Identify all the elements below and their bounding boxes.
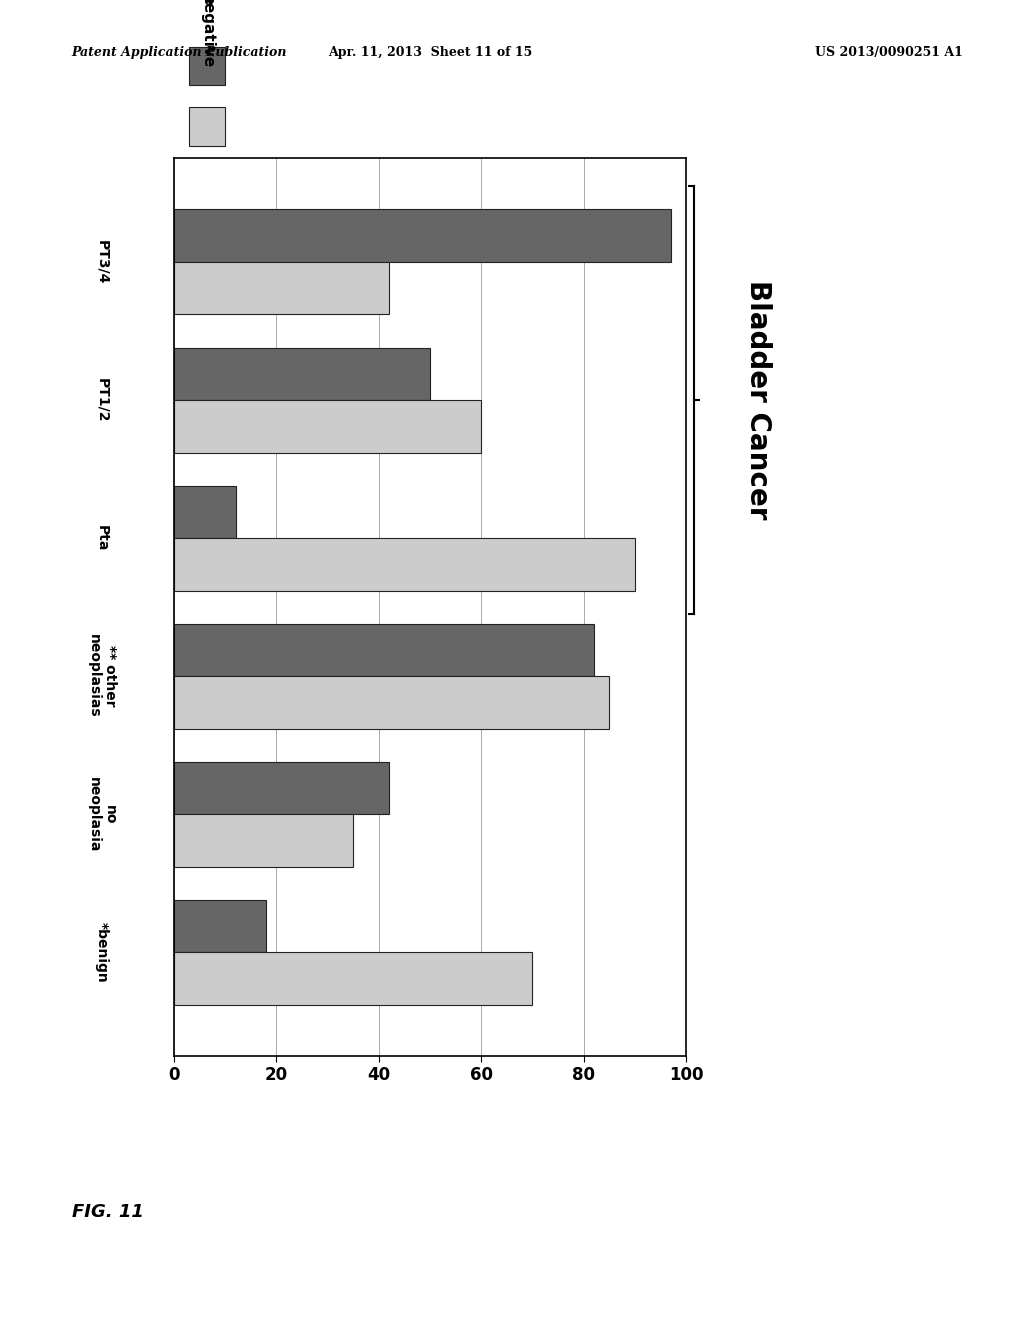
Bar	[174, 676, 609, 729]
Text: Apr. 11, 2013  Sheet 11 of 15: Apr. 11, 2013 Sheet 11 of 15	[328, 46, 532, 59]
Bar	[189, 107, 225, 147]
Text: US 2013/0090251 A1: US 2013/0090251 A1	[815, 46, 963, 59]
Bar	[174, 400, 481, 453]
Bar	[174, 539, 635, 590]
Bar	[189, 46, 225, 86]
Text: negative: negative	[200, 0, 215, 69]
Bar	[174, 953, 532, 1005]
Text: positive: positive	[200, 0, 215, 7]
Bar	[174, 210, 671, 261]
Text: Patent Application Publication: Patent Application Publication	[72, 46, 287, 59]
Text: FIG. 11: FIG. 11	[72, 1203, 143, 1221]
Bar	[174, 261, 389, 314]
Bar	[174, 762, 389, 814]
Bar	[174, 347, 430, 400]
Bar	[174, 624, 594, 676]
Bar	[174, 900, 266, 953]
Text: Bladder Cancer: Bladder Cancer	[743, 280, 772, 520]
Bar	[174, 814, 353, 867]
Bar	[174, 486, 236, 539]
